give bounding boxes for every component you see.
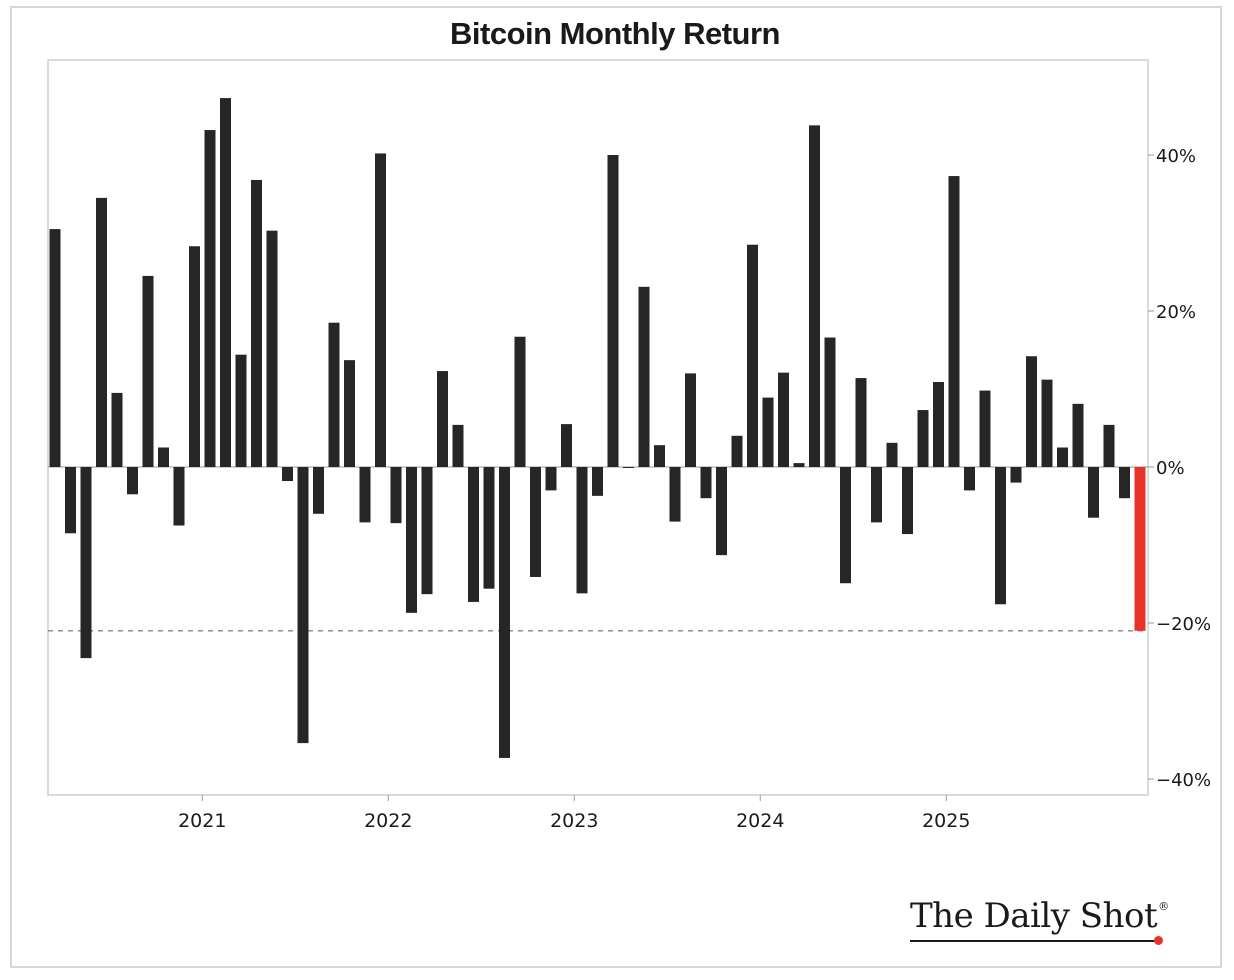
bar bbox=[809, 125, 820, 468]
bar bbox=[96, 197, 107, 467]
bar bbox=[266, 230, 278, 467]
bar bbox=[917, 410, 929, 467]
bar bbox=[948, 176, 960, 467]
bar bbox=[731, 435, 743, 467]
bar bbox=[297, 467, 309, 744]
bar bbox=[840, 467, 851, 584]
bar bbox=[1041, 379, 1053, 467]
y-tick-label: −40% bbox=[1156, 770, 1211, 791]
bar bbox=[1026, 356, 1037, 467]
bar bbox=[251, 179, 262, 467]
bar bbox=[452, 424, 464, 467]
bar bbox=[468, 467, 479, 602]
bar bbox=[204, 130, 216, 468]
bar bbox=[1010, 467, 1022, 483]
bar bbox=[747, 244, 758, 467]
bar bbox=[80, 467, 92, 659]
y-tick-label: 0% bbox=[1156, 458, 1185, 479]
bar bbox=[778, 372, 789, 467]
bar bbox=[995, 467, 1006, 605]
x-tick-label: 2023 bbox=[550, 810, 598, 832]
x-tick-label: 2024 bbox=[736, 810, 784, 832]
bar bbox=[638, 286, 650, 467]
y-tick-label: 20% bbox=[1156, 302, 1196, 323]
bar bbox=[499, 467, 510, 758]
bar bbox=[1119, 467, 1130, 499]
bar bbox=[576, 467, 588, 594]
bar bbox=[375, 153, 386, 467]
bar bbox=[855, 378, 867, 467]
bar bbox=[607, 155, 619, 467]
bar bbox=[328, 322, 340, 467]
x-tick-label: 2022 bbox=[364, 810, 412, 832]
bar bbox=[49, 229, 61, 467]
bar bbox=[1057, 447, 1068, 467]
bar bbox=[871, 467, 882, 523]
logo-text: The Daily Shot bbox=[910, 896, 1158, 936]
bar bbox=[902, 467, 913, 535]
bar bbox=[282, 467, 293, 482]
logo-red-dot bbox=[1153, 936, 1163, 945]
bar bbox=[793, 463, 805, 467]
bar bbox=[390, 467, 402, 524]
bar bbox=[700, 467, 712, 499]
bar bbox=[561, 424, 572, 467]
x-tick-label: 2025 bbox=[922, 810, 970, 832]
y-tick-label: 40% bbox=[1156, 146, 1196, 167]
bar bbox=[623, 467, 634, 468]
x-tick-label: 2021 bbox=[178, 810, 226, 832]
bar-latest-month bbox=[1134, 467, 1146, 631]
bar bbox=[964, 467, 975, 491]
bar bbox=[933, 381, 944, 467]
registered-mark: ® bbox=[1158, 900, 1169, 913]
chart-title: Bitcoin Monthly Return bbox=[450, 16, 780, 51]
bar bbox=[421, 467, 433, 595]
bar bbox=[1072, 403, 1084, 467]
bar bbox=[127, 467, 138, 495]
bar bbox=[514, 336, 526, 467]
bar bbox=[158, 447, 169, 467]
plot-area-border bbox=[47, 59, 1149, 796]
logo-underline bbox=[910, 940, 1161, 942]
y-tick-label: −20% bbox=[1156, 614, 1211, 635]
bar bbox=[654, 445, 665, 467]
bar bbox=[530, 467, 541, 577]
bar bbox=[545, 467, 557, 491]
bar bbox=[437, 371, 448, 467]
bar bbox=[592, 467, 603, 496]
bar bbox=[142, 275, 154, 467]
bar bbox=[824, 337, 836, 467]
bar bbox=[406, 467, 417, 613]
bar bbox=[359, 467, 371, 523]
bar bbox=[65, 467, 76, 534]
bar bbox=[979, 390, 991, 467]
bar bbox=[220, 98, 231, 467]
bar bbox=[313, 467, 324, 514]
the-daily-shot-logo: The Daily Shot® bbox=[910, 896, 1169, 946]
bar bbox=[1088, 467, 1099, 518]
bar bbox=[344, 360, 355, 467]
bar bbox=[716, 467, 727, 556]
bar bbox=[886, 442, 898, 467]
bar bbox=[189, 246, 200, 467]
bar bbox=[111, 392, 123, 467]
bar bbox=[669, 467, 681, 522]
bar bbox=[1103, 424, 1115, 467]
bar bbox=[685, 373, 696, 467]
bar bbox=[483, 467, 495, 589]
bar bbox=[173, 467, 185, 526]
bar bbox=[762, 397, 774, 467]
bar bbox=[235, 354, 247, 467]
